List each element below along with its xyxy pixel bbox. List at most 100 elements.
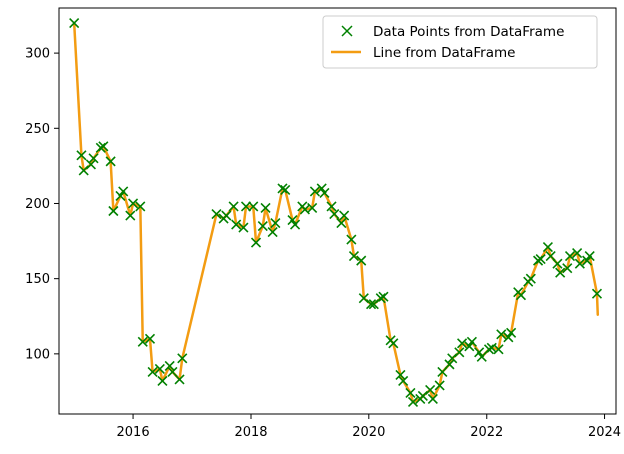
data-point [375,293,386,304]
data-point [483,344,495,355]
data-point [496,329,507,340]
data-point [535,254,546,265]
data-point [552,258,563,269]
data-point [348,251,360,262]
data-point [454,347,465,358]
data-point [260,202,271,214]
data-point [309,186,320,197]
data-point [238,222,249,233]
data-point [76,150,87,161]
data-point [177,353,188,364]
y-tick-label: 100 [25,347,50,362]
data-point [88,153,99,164]
x-tick-label: 2016 [117,425,150,440]
legend-label-line: Line from DataFrame [373,45,515,61]
data-point [221,210,232,221]
data-point [277,183,288,194]
x-tick-label: 2020 [352,425,385,440]
data-point [542,242,553,253]
data-point [127,198,139,209]
data-point [562,263,573,274]
y-axis: 100 150 200 250 300 [25,47,59,362]
x-tick-label: 2024 [588,425,621,440]
y-tick-label: 300 [25,47,50,62]
data-point [427,393,438,405]
y-tick-label: 250 [25,122,50,137]
data-point [336,217,347,229]
y-tick-label: 150 [25,272,50,287]
data-point [125,210,136,221]
data-point [174,374,185,385]
data-point [307,202,318,214]
data-point [85,159,97,170]
data-point [365,299,377,310]
data-point [395,369,406,380]
data-point [525,273,536,284]
data-point [358,293,369,304]
data-point [329,208,340,220]
data-point [157,375,168,386]
data-point [115,190,126,202]
data-point [257,220,268,232]
legend-item-scatter: Data Points from DataFrame [341,24,564,40]
legend: Data Points from DataFrame Line from Dat… [322,15,598,69]
data-point [555,267,566,278]
data-point [69,17,80,29]
x-marker-icon [341,25,353,37]
data-point [154,363,165,374]
data-point [108,205,119,217]
plot-area [58,7,617,415]
data-point [118,186,129,197]
data-point [228,201,239,212]
data-point [515,290,527,301]
data-point [356,255,367,266]
data-point [591,288,603,299]
scatter-series [69,17,603,408]
data-point [466,336,477,347]
data-point [280,184,291,196]
data-point [78,165,89,176]
data-point [135,201,146,212]
data-point [564,251,576,262]
data-point [267,226,278,238]
legend-box [322,15,598,69]
data-point [339,210,350,221]
data-point [378,291,389,302]
x-tick-label: 2018 [234,425,267,440]
legend-label-scatter: Data Points from DataFrame [373,24,564,40]
data-point [240,201,252,212]
x-axis: 2016 2018 2020 2022 2024 [117,414,621,440]
data-point [572,248,583,259]
data-point [147,366,158,377]
data-point [316,183,327,194]
data-point [346,234,357,245]
data-point [503,332,514,343]
data-point [407,396,419,408]
data-point [137,336,148,347]
data-point [211,208,222,220]
data-point [405,387,416,399]
data-point [417,390,428,402]
data-point [326,201,337,212]
y-tick-label: 200 [25,197,50,212]
data-point [231,219,242,230]
data-point [105,156,116,167]
data-point [388,338,399,349]
data-point [434,380,445,391]
data-point [457,338,468,349]
data-point [144,333,156,344]
data-point [270,217,281,229]
data-point [319,187,330,199]
data-point [248,201,259,212]
data-point [250,237,262,248]
data-point [493,344,504,355]
data-point [584,251,595,262]
data-point [164,360,175,371]
data-point [574,258,585,269]
data-point [398,375,409,386]
data-point [289,219,301,230]
legend-item-line: Line from DataFrame [331,45,515,61]
data-point [506,327,517,338]
data-point [98,141,109,152]
